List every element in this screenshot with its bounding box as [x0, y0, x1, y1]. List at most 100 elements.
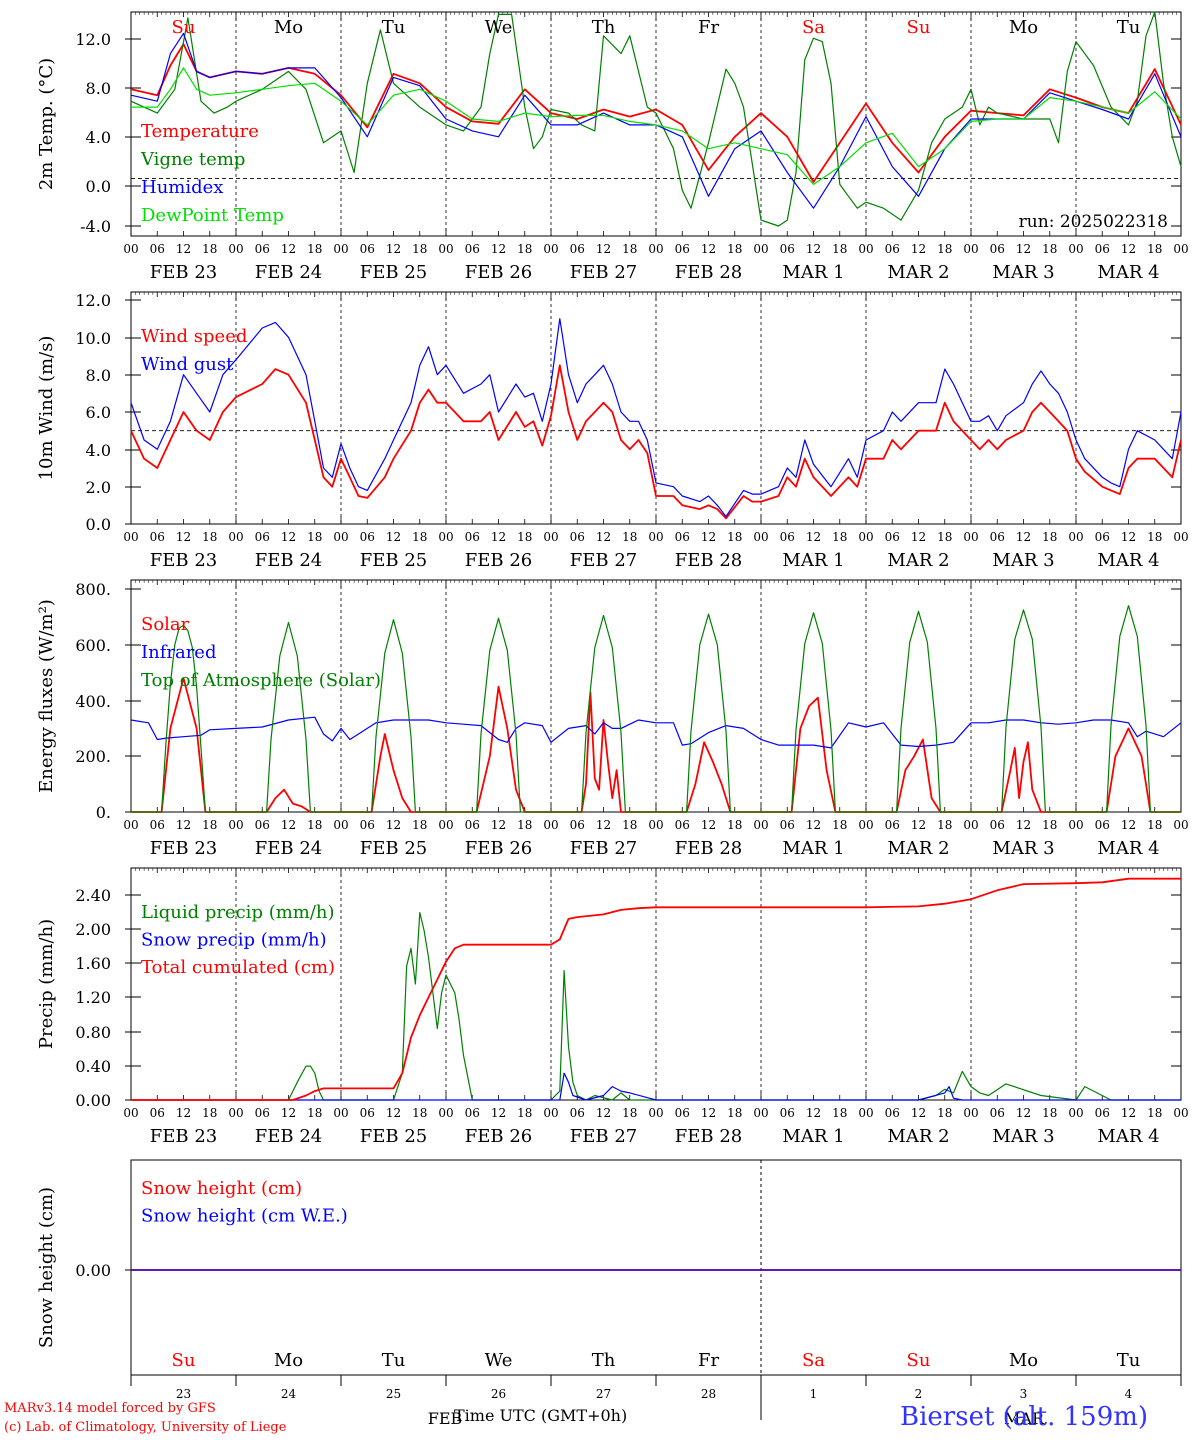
hour-tick-label: 06: [780, 530, 795, 544]
panel-1-y-axis-label: 2m Temp. (°C): [36, 58, 57, 190]
panel-2-y-tick-label: 12.0: [75, 291, 111, 310]
date-label: FEB 25: [360, 262, 427, 283]
hour-tick-label: 18: [1042, 242, 1057, 256]
hour-tick-label: 00: [648, 818, 663, 832]
hour-tick-label: 06: [150, 530, 165, 544]
hour-tick-label: 12: [281, 530, 296, 544]
hour-tick-label: 12: [386, 242, 401, 256]
date-label: FEB 27: [570, 262, 637, 283]
hour-tick-label: 06: [885, 242, 900, 256]
hour-tick-label: 06: [570, 530, 585, 544]
day-name-label: Su: [907, 1350, 931, 1371]
hour-tick-label: 00: [228, 818, 243, 832]
date-label: MAR 1: [782, 550, 844, 571]
legend-entry: Humidex: [141, 177, 223, 198]
date-label: MAR 4: [1097, 1126, 1159, 1147]
panel-1-frame: [130, 11, 1182, 237]
hour-tick-label: 00: [543, 818, 558, 832]
hour-tick-label: 12: [596, 818, 611, 832]
day-name-label: Mo: [274, 1350, 303, 1371]
date-label: FEB 26: [465, 1126, 532, 1147]
month-label: MAR: [1004, 1409, 1045, 1428]
day-name-label: Tu: [382, 1350, 406, 1371]
panel-3-y-tick-label: 200.: [75, 747, 111, 766]
hour-tick-label: 00: [963, 1106, 978, 1120]
hour-tick-label: 18: [727, 242, 742, 256]
panel-1-y-tick-label: 4.0: [86, 128, 111, 147]
series-line-top-of-atmosphere-solar: [131, 605, 1181, 813]
hour-tick-label: 06: [360, 242, 375, 256]
hour-tick-label: 00: [123, 530, 138, 544]
date-label: FEB 25: [360, 1126, 427, 1147]
hour-tick-label: 12: [176, 530, 191, 544]
hour-tick-label: 18: [1147, 530, 1162, 544]
panel-2-y-axis-label: 10m Wind (m/s): [36, 336, 57, 481]
lab-credit: (c) Lab. of Climatology, University of L…: [4, 1420, 287, 1435]
hour-tick-label: 06: [465, 1106, 480, 1120]
legend-entry: Liquid precip (mm/h): [141, 902, 335, 923]
date-label: FEB 28: [675, 838, 742, 859]
day-name-label: Su: [172, 1350, 196, 1371]
hour-tick-label: 12: [1121, 1106, 1136, 1120]
hour-tick-label: 18: [307, 242, 322, 256]
date-label: MAR 2: [887, 838, 949, 859]
hour-tick-label: 12: [491, 818, 506, 832]
hour-tick-label: 12: [386, 1106, 401, 1120]
hour-tick-label: 12: [806, 242, 821, 256]
hour-tick-label: 18: [202, 818, 217, 832]
day-name-label: Fr: [698, 17, 719, 38]
hour-tick-label: 06: [570, 1106, 585, 1120]
hour-tick-label: 18: [412, 818, 427, 832]
hour-tick-label: 00: [963, 530, 978, 544]
series-line-infrared: [130, 716, 1182, 749]
legend-entry: DewPoint Temp: [141, 205, 284, 226]
hour-tick-label: 06: [675, 1106, 690, 1120]
day-name-label: We: [485, 1350, 513, 1371]
hour-tick-label: 00: [1173, 242, 1188, 256]
hour-tick-label: 12: [386, 818, 401, 832]
panel-1-y-tick-label: 12.0: [75, 30, 111, 49]
hour-tick-label: 00: [753, 1106, 768, 1120]
hour-tick-label: 00: [228, 1106, 243, 1120]
hour-tick-label: 12: [596, 242, 611, 256]
series-line-dewpoint-temp: [131, 67, 1182, 185]
hour-tick-label: 12: [281, 1106, 296, 1120]
hour-tick-label: 18: [517, 530, 532, 544]
panel-4-y-tick-label: 0.40: [75, 1057, 111, 1076]
hour-tick-label: 18: [307, 1106, 322, 1120]
day-name-label: Su: [172, 17, 196, 38]
hour-tick-label: 18: [1147, 818, 1162, 832]
hour-tick-label: 00: [648, 530, 663, 544]
hour-tick-label: 00: [648, 242, 663, 256]
panel-4-y-axis-label: Precip (mm/h): [36, 919, 57, 1049]
hour-tick-label: 06: [360, 1106, 375, 1120]
date-label: MAR 4: [1097, 838, 1159, 859]
panel-5-y-axis-label: Snow height (cm): [36, 1187, 57, 1348]
date-label: FEB 28: [675, 550, 742, 571]
hour-tick-label: 18: [517, 818, 532, 832]
legend-entry: Solar: [141, 614, 190, 635]
series-line-wind-speed: [130, 364, 1182, 520]
date-label: MAR 1: [782, 1126, 844, 1147]
hour-tick-label: 18: [1042, 1106, 1057, 1120]
hour-tick-label: 00: [1068, 818, 1083, 832]
panel-5-y-tick-label: 0.00: [75, 1261, 111, 1280]
hour-tick-label: 12: [281, 818, 296, 832]
hour-tick-label: 06: [465, 530, 480, 544]
hour-tick-label: 00: [438, 242, 453, 256]
panel-4-y-tick-label: 0.80: [75, 1023, 111, 1042]
panel-1-y-tick-label: 0.0: [86, 177, 111, 196]
hour-tick-label: 12: [281, 242, 296, 256]
date-label: FEB 23: [150, 838, 217, 859]
date-label: FEB 26: [465, 550, 532, 571]
hour-tick-label: 12: [1016, 1106, 1031, 1120]
hour-tick-label: 06: [1095, 1106, 1110, 1120]
panel-1-y-tick-label: -4.0: [80, 217, 111, 236]
hour-tick-label: 18: [307, 818, 322, 832]
hour-tick-label: 06: [255, 1106, 270, 1120]
hour-tick-label: 06: [360, 818, 375, 832]
hour-tick-label: 00: [333, 242, 348, 256]
panel-2-y-tick-label: 6.0: [86, 403, 111, 422]
day-number-label: 26: [491, 1387, 506, 1401]
day-name-label: Tu: [1117, 17, 1141, 38]
